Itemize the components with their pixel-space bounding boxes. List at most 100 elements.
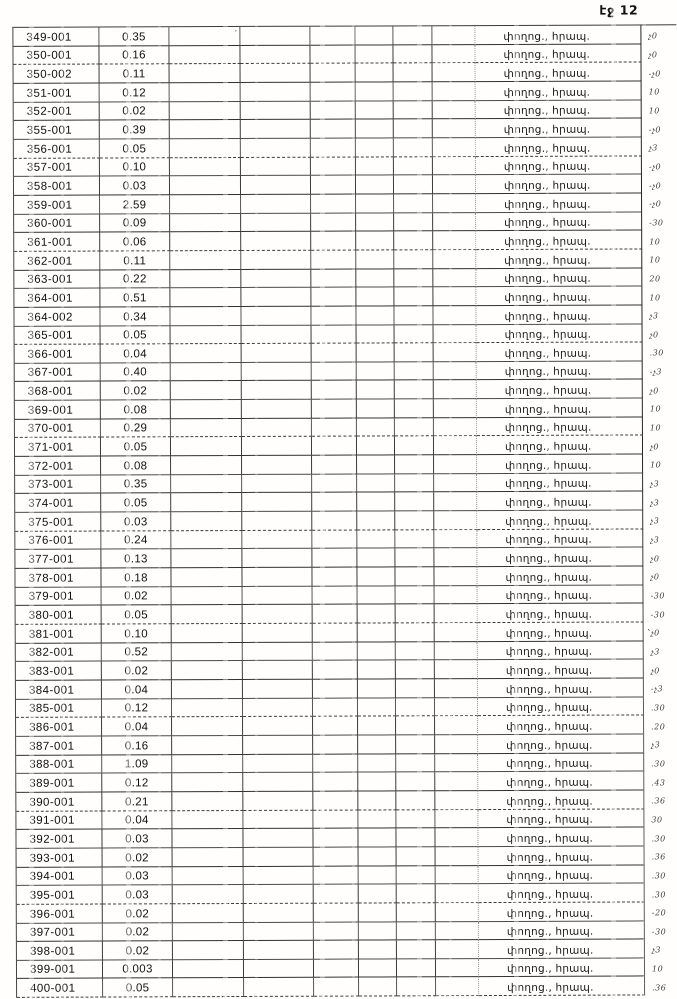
empty-cell — [394, 324, 434, 344]
parcel-code-cell: 390-001 — [16, 792, 103, 812]
land-use-cell: փողոց., հրապ. — [477, 603, 644, 624]
empty-cell — [432, 156, 476, 176]
empty-cell — [242, 642, 313, 662]
parcel-code-cell: 387-001 — [16, 736, 103, 756]
land-use-cell: փողոց., հրապ. — [475, 81, 642, 101]
empty-cell — [170, 400, 242, 420]
area-value-cell: 0.34 — [100, 307, 171, 327]
empty-cell — [433, 287, 477, 307]
empty-cell — [395, 511, 435, 531]
empty-cell — [170, 269, 242, 289]
empty-cell — [242, 549, 313, 569]
empty-cell — [395, 697, 436, 717]
empty-cell — [171, 512, 243, 531]
empty-cell — [169, 26, 241, 46]
empty-cell — [356, 436, 396, 456]
grade-mark-cell: -30 — [650, 610, 666, 620]
empty-cell — [172, 866, 244, 886]
empty-cell — [396, 753, 436, 773]
page-number-label: էջ 12 — [599, 2, 639, 18]
empty-cell — [355, 175, 395, 195]
area-value-cell: 0.51 — [100, 288, 171, 308]
empty-cell — [241, 269, 312, 289]
grade-mark-cell: .30 — [651, 759, 666, 769]
empty-cell — [171, 530, 243, 550]
empty-cell — [433, 343, 477, 363]
empty-cell — [393, 175, 434, 195]
parcel-code-cell: 386-001 — [16, 717, 103, 737]
empty-cell — [172, 717, 244, 737]
empty-cell — [393, 26, 433, 46]
empty-cell — [172, 941, 244, 961]
empty-cell — [242, 493, 313, 513]
land-use-cell: փողոց., հրապ. — [476, 435, 644, 456]
empty-cell — [241, 381, 312, 401]
empty-cell — [357, 530, 396, 549]
grade-mark-cell: չ0 — [648, 31, 658, 41]
empty-cell — [312, 455, 358, 475]
empty-cell — [243, 828, 314, 848]
empty-cell — [313, 847, 359, 867]
empty-cell — [243, 791, 314, 811]
empty-cell — [242, 661, 313, 680]
grade-mark-cell: չ3 — [650, 535, 660, 545]
empty-cell — [310, 45, 356, 65]
empty-cell — [394, 418, 434, 437]
empty-cell — [394, 231, 434, 251]
empty-cell — [310, 63, 356, 83]
empty-cell — [434, 585, 478, 605]
parcel-code-cell: 363-001 — [14, 270, 101, 290]
empty-cell — [313, 735, 359, 755]
empty-cell — [394, 268, 434, 288]
empty-cell — [170, 418, 242, 438]
empty-cell — [169, 138, 241, 158]
area-value-cell: 0.02 — [102, 848, 173, 868]
empty-cell — [432, 100, 476, 120]
parcel-code-cell: 392-001 — [16, 829, 103, 849]
empty-cell — [311, 194, 357, 214]
empty-cell — [170, 288, 242, 308]
empty-cell — [435, 865, 479, 885]
empty-cell — [395, 548, 435, 568]
empty-cell — [241, 418, 312, 438]
empty-cell — [395, 641, 435, 661]
empty-cell — [357, 567, 396, 587]
parcel-code-cell: 370-001 — [14, 419, 101, 439]
empty-cell — [171, 623, 243, 643]
grade-mark-cell: չ3 — [648, 143, 658, 153]
empty-cell — [312, 586, 358, 606]
empty-cell — [355, 119, 394, 139]
empty-cell — [242, 455, 313, 475]
empty-cell — [170, 381, 242, 401]
parcel-code-cell: 368-001 — [14, 381, 101, 401]
empty-cell — [313, 791, 359, 811]
empty-cell — [432, 82, 476, 101]
empty-cell — [433, 231, 477, 251]
land-use-cell: փողոց., հրապ. — [477, 641, 644, 661]
grade-mark-cell: -չ0 — [648, 124, 662, 135]
grade-mark-cell: -չ0 — [648, 180, 662, 190]
empty-cell — [395, 529, 435, 549]
empty-cell — [357, 492, 396, 512]
grade-mark-cell: չ3 — [651, 740, 661, 750]
empty-cell — [433, 212, 477, 232]
parcel-code-cell: 356-001 — [13, 139, 100, 159]
area-value-cell: 1.09 — [102, 754, 173, 774]
empty-cell — [172, 773, 244, 793]
empty-cell — [356, 362, 395, 382]
empty-cell — [357, 679, 396, 699]
empty-cell — [395, 623, 435, 643]
parcel-code-cell: 374-001 — [15, 493, 102, 513]
parcel-code-cell: 377-001 — [15, 549, 102, 569]
area-value-cell: 0.06 — [100, 232, 171, 252]
empty-cell — [436, 977, 480, 997]
parcel-code-cell: 389-001 — [16, 773, 103, 793]
grade-mark-cell: .43 — [651, 777, 666, 787]
parcel-code-cell: 366-001 — [14, 344, 101, 364]
empty-cell — [356, 399, 395, 419]
empty-cell — [358, 753, 397, 773]
empty-cell — [312, 660, 358, 680]
land-use-cell: փողոց., հրապ. — [475, 118, 642, 139]
land-use-cell: փողոց., հրապ. — [477, 491, 644, 512]
empty-cell — [396, 735, 436, 754]
